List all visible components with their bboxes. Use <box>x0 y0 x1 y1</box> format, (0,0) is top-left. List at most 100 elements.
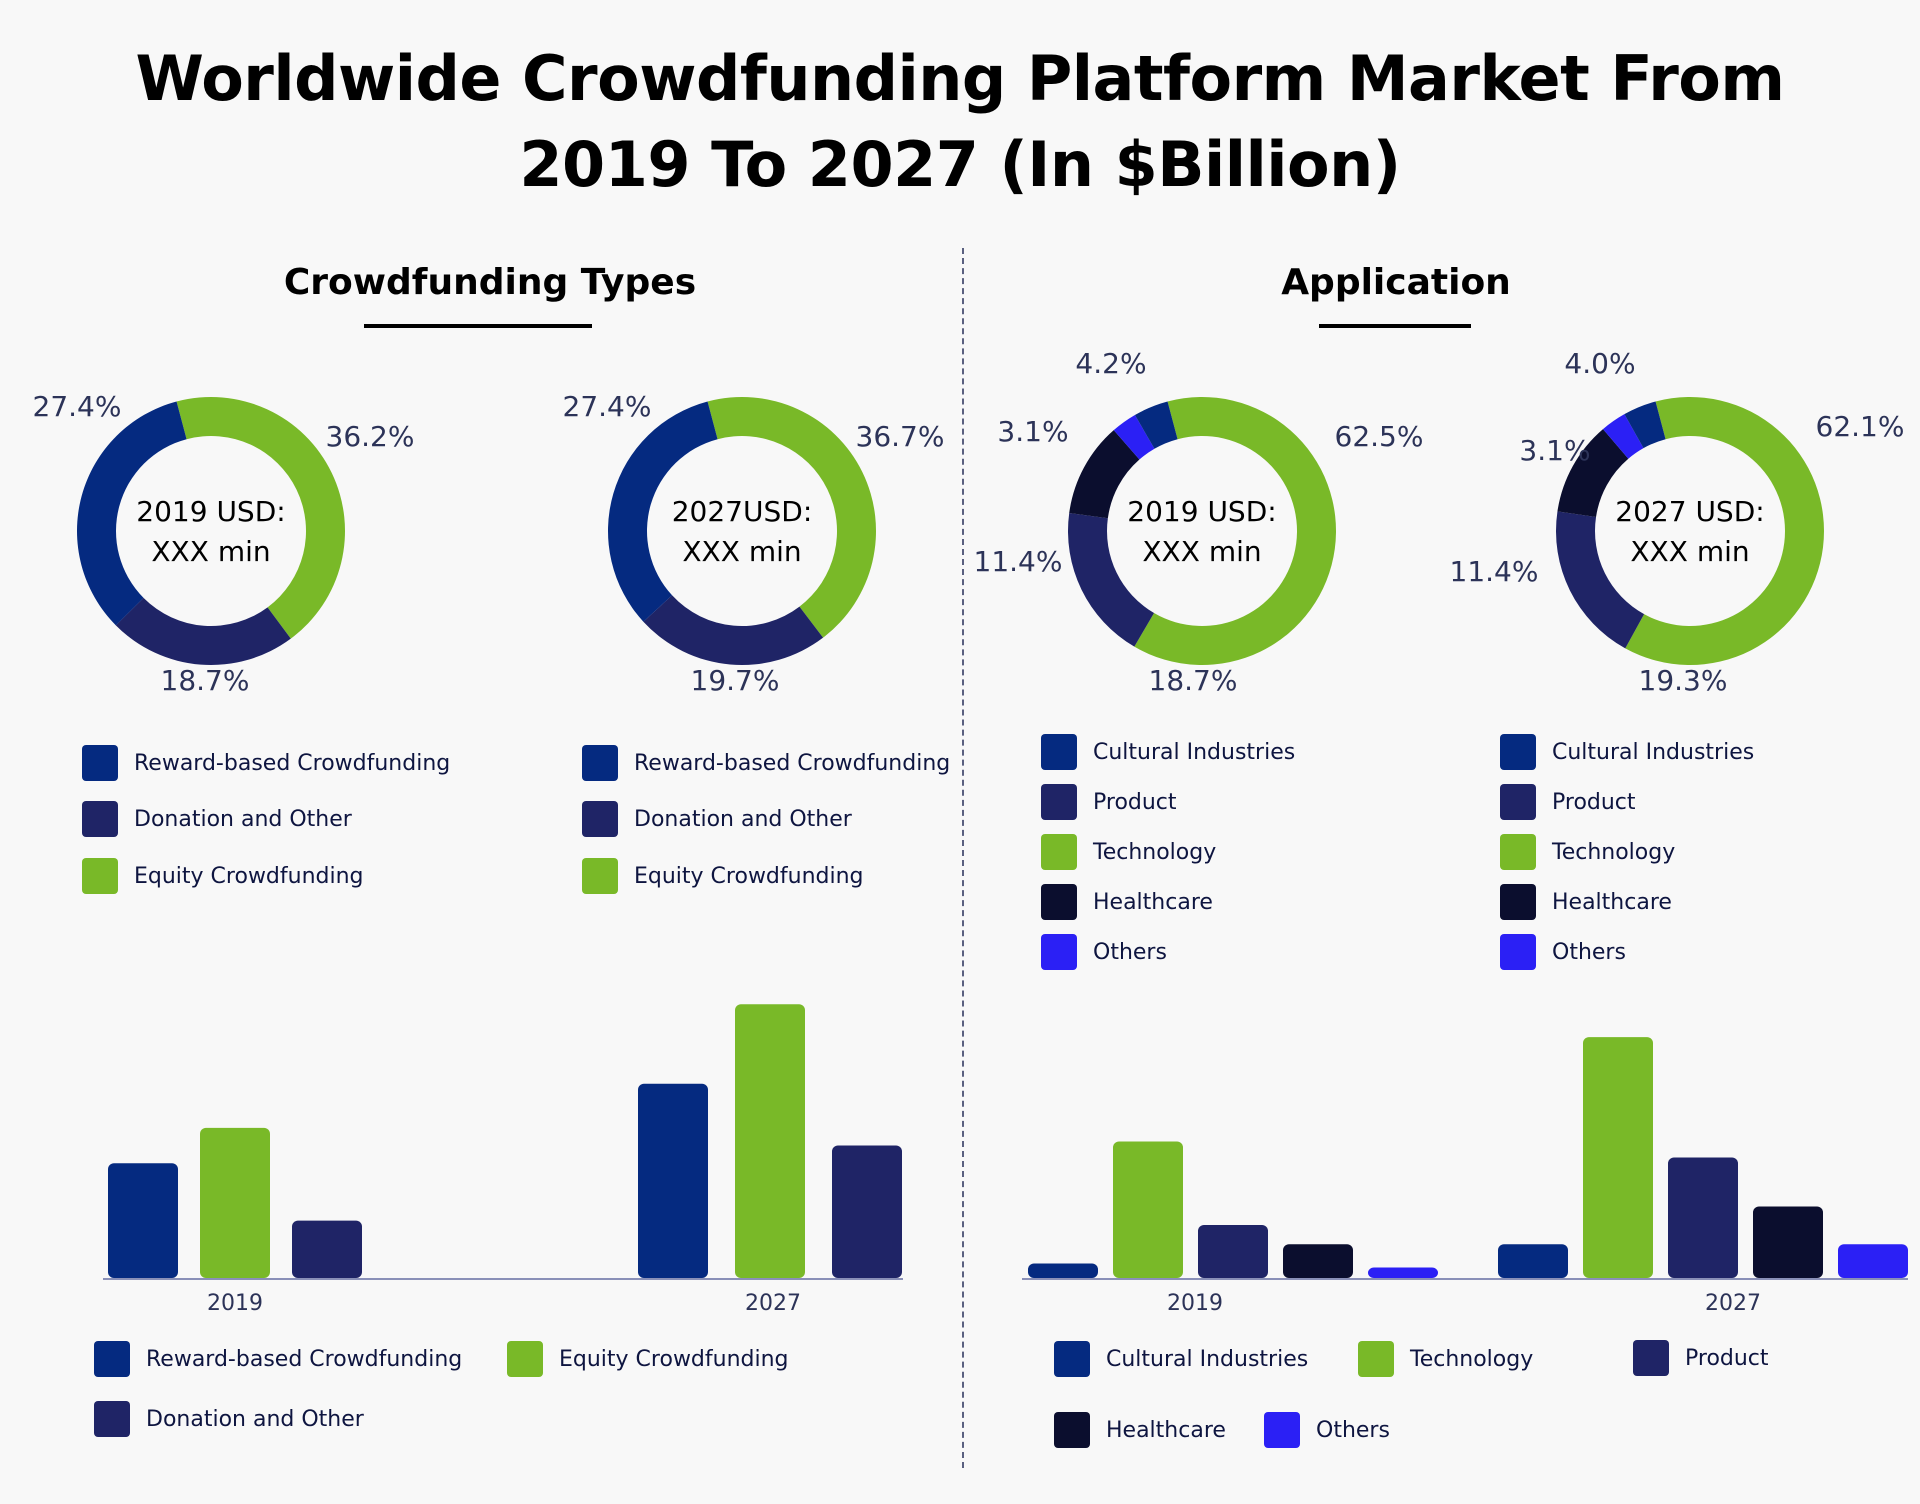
legend-item-equity-crowdfunding: Equity Crowdfunding <box>582 858 864 894</box>
legend-label: Others <box>1316 1417 1390 1443</box>
legend-swatch <box>94 1401 130 1437</box>
donut-center-text: XXX min <box>151 535 270 568</box>
donut-label-cultural-industries: 4.0% <box>1564 347 1635 380</box>
legend-item-product: Product <box>1041 784 1177 820</box>
donut-slice-product <box>1556 511 1645 649</box>
legend-label: Reward-based Crowdfunding <box>134 750 451 776</box>
legend-item-product: Product <box>1633 1340 1769 1376</box>
bar-technology-2027 <box>1583 1037 1653 1278</box>
donut-chart-2: 36.7% 19.7% 27.4% 2027USD: XXX min <box>563 390 945 697</box>
legend-label: Technology <box>1552 839 1676 865</box>
donut-label-donation-and-other: 18.7% <box>161 664 250 697</box>
bar-equity-crowdfunding-2027 <box>735 1004 805 1278</box>
donut-label-equity-crowdfunding: 36.2% <box>326 420 415 453</box>
donut-label-cultural-industries: 4.2% <box>1075 347 1146 380</box>
legend-label: Healthcare <box>1552 889 1672 915</box>
donut-label-others: 3.1% <box>1519 434 1590 467</box>
x-tick-label-2027: 2027 <box>745 1291 801 1316</box>
legend-label: Product <box>1093 789 1177 815</box>
legend-item-technology: Technology <box>1500 834 1675 870</box>
donut-label-product: 19.3% <box>1639 664 1728 697</box>
legend-label: Product <box>1552 789 1636 815</box>
donut-center-text: 2019 USD: <box>1127 495 1276 528</box>
bar-others-2027 <box>1838 1244 1908 1278</box>
bar-reward-based-crowdfunding-2027 <box>638 1083 708 1278</box>
legend-label: Reward-based Crowdfunding <box>146 1346 463 1372</box>
donut-slice-donation-and-other <box>643 595 824 665</box>
donut-center-text: XXX min <box>1630 535 1749 568</box>
legend-item-healthcare: Healthcare <box>1054 1412 1226 1448</box>
legend-swatch <box>1500 834 1536 870</box>
donut-center-text: XXX min <box>1142 535 1261 568</box>
legend-swatch <box>1054 1412 1090 1448</box>
legend-label: Equity Crowdfunding <box>559 1346 789 1372</box>
donut-chart-4: 62.1% 19.3% 11.4% 3.1% 4.0% 2027 USD: XXX min <box>1450 347 1905 697</box>
bar-technology-2019 <box>1113 1141 1183 1278</box>
legend-label: Others <box>1552 939 1626 965</box>
legend-swatch <box>1500 784 1536 820</box>
legend-item-healthcare: Healthcare <box>1500 884 1672 920</box>
donut-label-healthcare: 11.4% <box>974 545 1063 578</box>
legend-label: Healthcare <box>1106 1417 1226 1443</box>
donut-slice-healthcare <box>1557 429 1629 518</box>
bar-others-2019 <box>1368 1267 1438 1278</box>
donut-label-reward-based-crowdfunding: 27.4% <box>563 390 652 423</box>
legend-label: Donation and Other <box>634 806 852 832</box>
legend-label: Equity Crowdfunding <box>634 863 864 889</box>
donut-label-product: 18.7% <box>1149 664 1238 697</box>
legend-item-donation-and-other: Donation and Other <box>94 1401 364 1437</box>
legend-swatch <box>1500 884 1536 920</box>
legend-label: Product <box>1685 1345 1769 1371</box>
legend-item-healthcare: Healthcare <box>1041 884 1213 920</box>
donut-chart-1: 36.2% 18.7% 27.4% 2019 USD: XXX min <box>33 390 415 697</box>
title-line-1: Worldwide Crowdfunding Platform Market F… <box>135 42 1785 115</box>
legend-swatch <box>1633 1340 1669 1376</box>
legend-label: Donation and Other <box>134 806 352 832</box>
donut-slice-equity-crowdfunding <box>707 397 876 638</box>
legend-label: Cultural Industries <box>1552 739 1755 765</box>
legend-item-others: Others <box>1041 934 1167 970</box>
legend-item-product: Product <box>1500 784 1636 820</box>
donut-chart-3: 62.5% 18.7% 11.4% 3.1% 4.2% 2019 USD: XXX min <box>974 347 1424 697</box>
donut-label-others: 3.1% <box>997 415 1068 448</box>
legend-swatch <box>1264 1412 1300 1448</box>
legend-label: Technology <box>1093 839 1217 865</box>
donut-slice-reward-based-crowdfunding <box>77 401 187 626</box>
donut-slice-equity-crowdfunding <box>176 397 345 639</box>
legend-item-donation-and-other: Donation and Other <box>82 801 352 837</box>
legend-swatch <box>582 745 618 781</box>
legend-label: Cultural Industries <box>1106 1346 1309 1372</box>
legend-swatch <box>82 858 118 894</box>
section-divider <box>962 248 964 1468</box>
legend-item-reward-based-crowdfunding: Reward-based Crowdfunding <box>582 745 950 781</box>
donut-slice-others <box>1603 414 1644 459</box>
legend-swatch <box>94 1341 130 1377</box>
section-underline-types <box>364 324 592 328</box>
legend-swatch <box>1500 934 1536 970</box>
legend-item-equity-crowdfunding: Equity Crowdfunding <box>82 858 364 894</box>
donut-label-equity-crowdfunding: 36.7% <box>856 420 945 453</box>
section-title-application: Application <box>1281 262 1511 303</box>
donut-slice-cultural-industries <box>1134 401 1178 449</box>
donut-slice-healthcare <box>1069 430 1140 519</box>
legend-label: Cultural Industries <box>1093 739 1296 765</box>
bar-chart-2: 2019 2027 <box>1022 1037 1908 1316</box>
legend-label: Equity Crowdfunding <box>134 863 364 889</box>
donut-slice-technology <box>1134 397 1336 665</box>
bar-healthcare-2027 <box>1753 1206 1823 1278</box>
donut-center-text: 2027USD: <box>672 495 813 528</box>
x-tick-label-2027: 2027 <box>1705 1291 1761 1316</box>
bar-reward-based-crowdfunding-2019 <box>108 1163 178 1278</box>
legend-swatch <box>582 858 618 894</box>
donut-slice-donation-and-other <box>115 597 291 665</box>
legend-label: Others <box>1093 939 1167 965</box>
legend-item-cultural-industries: Cultural Industries <box>1054 1341 1308 1377</box>
legend-item-reward-based-crowdfunding: Reward-based Crowdfunding <box>94 1341 462 1377</box>
legend-swatch <box>1041 734 1077 770</box>
legend-label: Donation and Other <box>146 1406 364 1432</box>
donut-slice-technology <box>1625 397 1824 665</box>
donut-label-technology: 62.5% <box>1335 420 1424 453</box>
legend-label: Healthcare <box>1093 889 1213 915</box>
chart-title: Worldwide Crowdfunding Platform Market F… <box>0 36 1920 208</box>
legend-swatch <box>1500 734 1536 770</box>
